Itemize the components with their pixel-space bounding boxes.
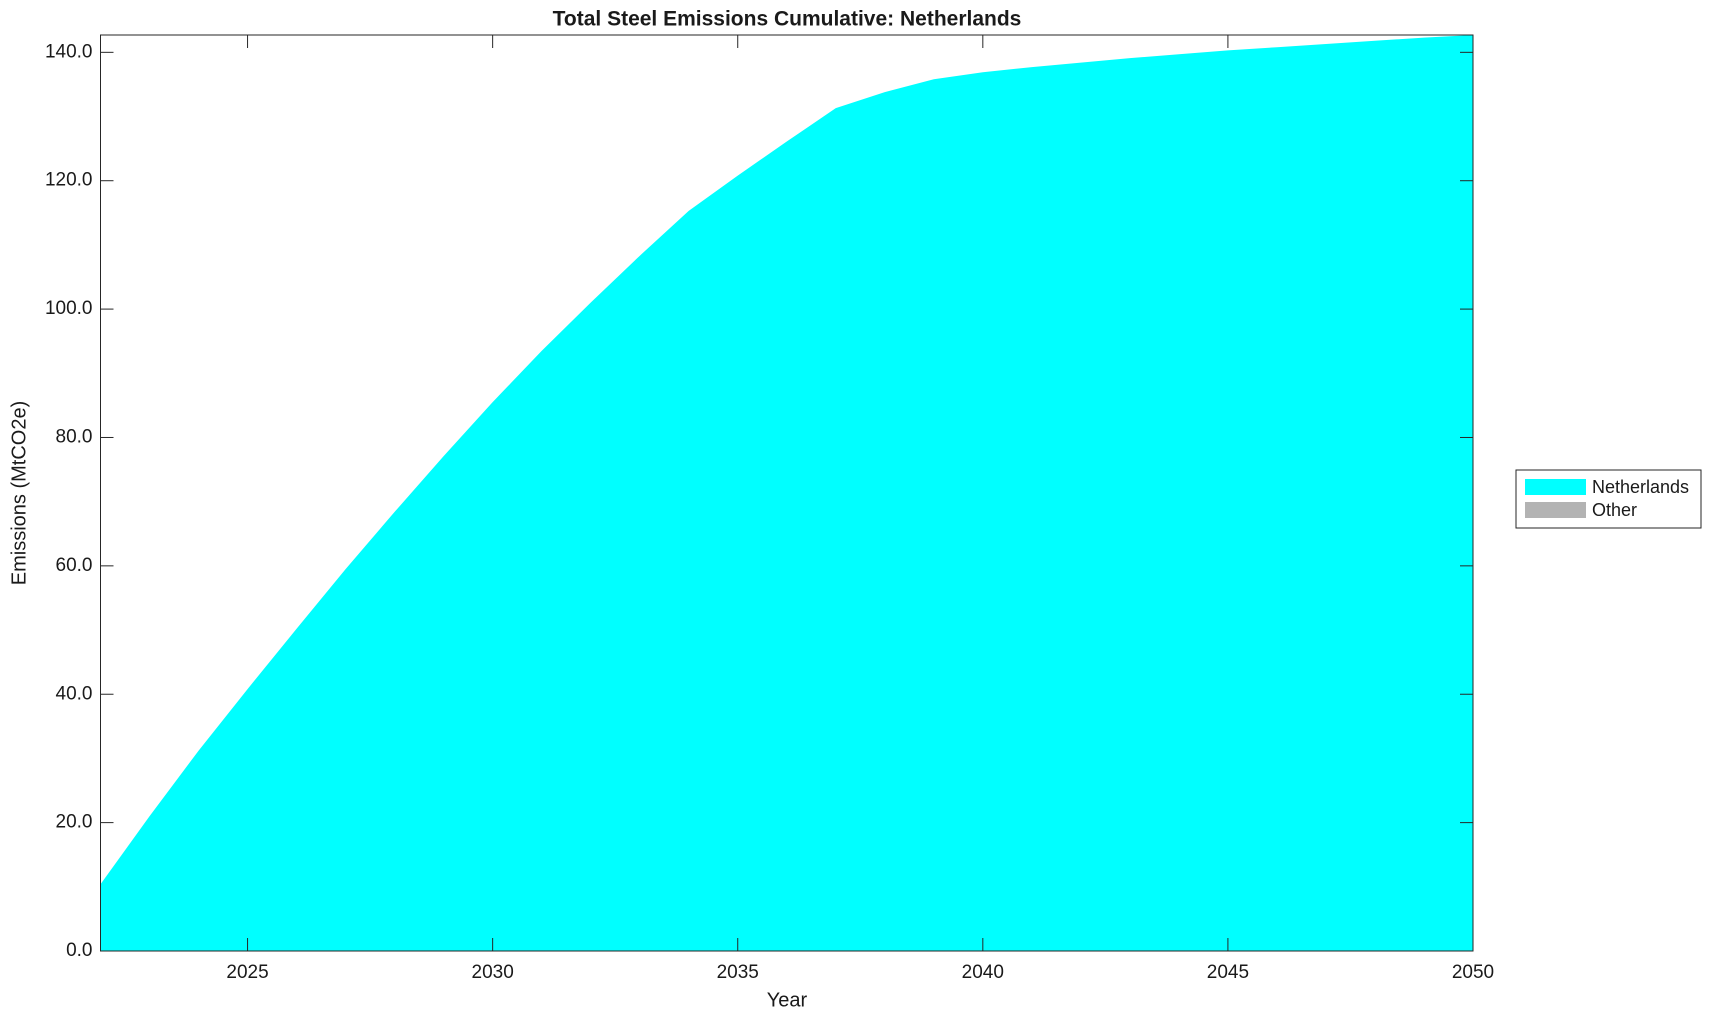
chart-title: Total Steel Emissions Cumulative: Nether… bbox=[553, 8, 1022, 31]
x-tick-label: 2025 bbox=[226, 962, 268, 983]
y-tick-label: 140.0 bbox=[45, 41, 93, 62]
legend-swatch bbox=[1525, 502, 1586, 518]
x-tick-label: 2035 bbox=[717, 962, 759, 983]
y-tick-label: 60.0 bbox=[56, 555, 93, 576]
plot-frame bbox=[100, 34, 1474, 952]
x-tick-label: 2030 bbox=[472, 962, 514, 983]
y-tick-label: 40.0 bbox=[56, 683, 93, 704]
y-tick-label: 120.0 bbox=[45, 170, 93, 191]
area bbox=[100, 35, 1473, 951]
x-tick-label: 2045 bbox=[1207, 962, 1249, 983]
y-axis-label: Emissions (MtCO2e) bbox=[8, 401, 30, 585]
legend-label: Netherlands bbox=[1592, 477, 1689, 497]
y-tick-label: 100.0 bbox=[45, 298, 93, 319]
y-tick-label: 20.0 bbox=[56, 812, 93, 833]
x-tick-label: 2040 bbox=[962, 962, 1004, 983]
legend-swatch bbox=[1525, 479, 1586, 495]
y-tick-label: 80.0 bbox=[56, 426, 93, 447]
x-axis-label: Year bbox=[767, 989, 808, 1011]
x-tick-label: 2050 bbox=[1452, 962, 1494, 983]
legend-label: Other bbox=[1592, 500, 1637, 520]
y-tick-label: 0.0 bbox=[66, 940, 92, 961]
